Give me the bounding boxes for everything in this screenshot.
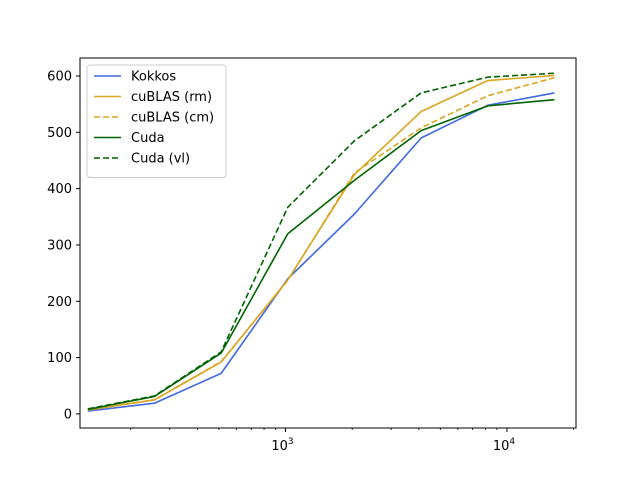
y-tick-label: 200: [47, 295, 72, 310]
plot-frame: [79, 57, 577, 429]
legend-label: cuBLAS (cm): [131, 111, 214, 126]
legend-label: Cuda (vl): [131, 152, 190, 167]
series-line-1: [87, 74, 555, 411]
x-tick-label-base: 10: [493, 439, 510, 454]
y-tick-label: 600: [47, 70, 72, 85]
x-tick-label: 104: [493, 437, 516, 454]
series-line-2: [87, 76, 555, 411]
y-tick-label: 0: [64, 407, 72, 422]
legend-label: cuBLAS (rm): [131, 90, 212, 105]
series-line-3: [87, 98, 555, 411]
legend-box: [86, 64, 227, 178]
y-tick-label: 100: [47, 351, 72, 366]
legend: Kokkos cuBLAS (rm) cuBLAS (cm) Cuda Cuda (vl…: [86, 64, 227, 178]
legend-label: Kokkos: [131, 70, 176, 85]
y-tick-label: 500: [47, 126, 72, 141]
y-tick-label: 400: [47, 182, 72, 197]
y-tick-label: 300: [47, 238, 72, 253]
series-lines: [87, 72, 555, 412]
x-tick-label: 103: [271, 437, 293, 454]
series-line-4: [87, 72, 555, 410]
x-tick-label-base: 10: [271, 439, 288, 454]
x-tick-label-exponent: 3: [288, 437, 294, 447]
x-tick-label-exponent: 4: [509, 437, 515, 447]
legend-label: Cuda: [131, 131, 165, 146]
